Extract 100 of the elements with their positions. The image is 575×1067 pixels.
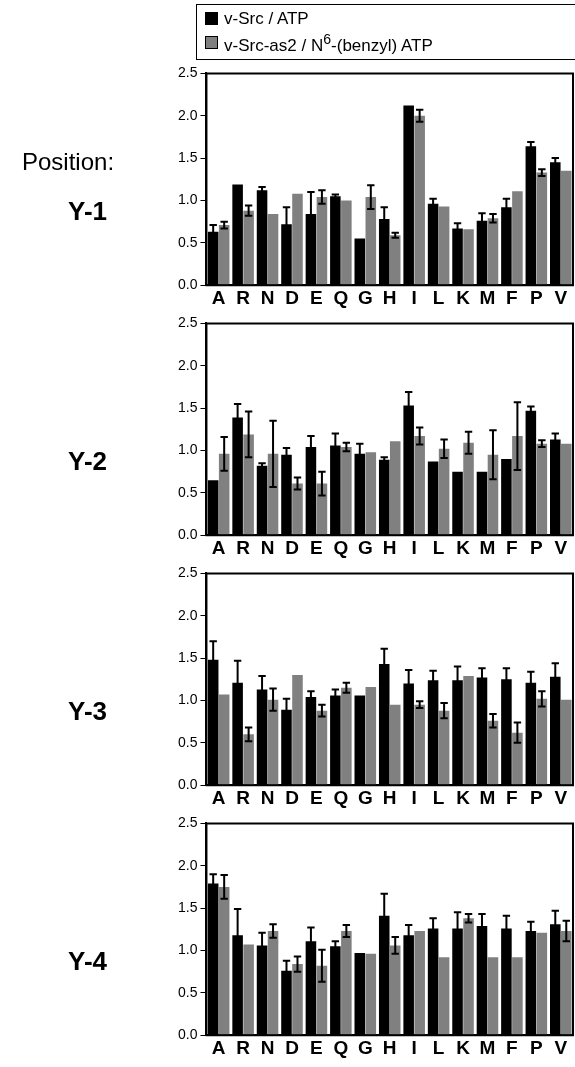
bar bbox=[365, 686, 377, 785]
x-tick-label: D bbox=[285, 536, 299, 558]
y-tick-label: 0.5 bbox=[177, 983, 198, 1000]
x-tick-label: F bbox=[506, 286, 518, 308]
y-tick-label: 0.5 bbox=[177, 483, 198, 500]
y-tick-label: 0.0 bbox=[177, 1025, 198, 1042]
y-tick-label: 2.0 bbox=[177, 606, 198, 623]
x-tick-label: H bbox=[382, 286, 397, 308]
x-tick-label: I bbox=[411, 1036, 417, 1058]
bar bbox=[463, 228, 474, 285]
bar bbox=[341, 930, 352, 1035]
text: Y-1 bbox=[67, 195, 108, 227]
x-tick-label: P bbox=[530, 786, 543, 808]
bar bbox=[561, 170, 572, 285]
x-tick-label: E bbox=[310, 1036, 323, 1058]
x-tick-label: N bbox=[260, 786, 275, 808]
bar bbox=[267, 930, 279, 1035]
x-tick-label: V bbox=[554, 786, 568, 808]
bar bbox=[218, 886, 230, 1035]
y-tick-label: 1.5 bbox=[177, 148, 198, 165]
y-tick-label: 2.5 bbox=[177, 813, 198, 830]
y-tick-label: 2.0 bbox=[177, 106, 198, 123]
x-tick-label: L bbox=[432, 786, 445, 808]
x-tick-label: Q bbox=[333, 1036, 349, 1058]
bar bbox=[243, 210, 254, 285]
bar bbox=[512, 732, 523, 785]
x-tick-label: G bbox=[357, 536, 373, 558]
x-tick-label: I bbox=[411, 536, 417, 558]
bar bbox=[438, 206, 450, 285]
x-tick-label: K bbox=[456, 1036, 471, 1058]
x-tick-label: L bbox=[432, 1036, 445, 1058]
x-tick-label: G bbox=[357, 786, 373, 808]
bar bbox=[512, 435, 523, 535]
bar bbox=[389, 234, 401, 285]
x-tick-label: E bbox=[310, 286, 323, 308]
bar bbox=[463, 442, 474, 535]
legend-label: v-Src-as2 / N$^{6}$-(benzyl) ATP bbox=[224, 30, 433, 56]
x-tick-label: D bbox=[285, 786, 299, 808]
x-tick-label: F bbox=[506, 786, 518, 808]
x-tick-label: V bbox=[554, 1036, 568, 1058]
bar bbox=[341, 200, 352, 285]
y-tick-label: 1.5 bbox=[177, 398, 198, 415]
bar bbox=[414, 930, 425, 1035]
bar bbox=[438, 710, 450, 785]
x-tick-label: A bbox=[211, 286, 226, 308]
x-tick-label: H bbox=[382, 1036, 397, 1058]
bar bbox=[267, 213, 279, 285]
bar bbox=[438, 448, 450, 535]
x-tick-label: E bbox=[310, 786, 323, 808]
bar bbox=[365, 451, 377, 535]
x-tick-label: M bbox=[479, 536, 496, 558]
bar bbox=[243, 434, 254, 535]
x-tick-label: K bbox=[456, 286, 471, 308]
bar bbox=[365, 196, 377, 285]
x-tick-label: E bbox=[310, 536, 323, 558]
bar bbox=[292, 674, 303, 785]
x-tick-label: Q bbox=[333, 536, 349, 558]
text: Y-2 bbox=[67, 445, 108, 477]
bar bbox=[218, 224, 230, 285]
y-tick-label: 0.5 bbox=[177, 733, 198, 750]
bar bbox=[292, 193, 303, 285]
bar bbox=[243, 944, 254, 1035]
text: Y-4 bbox=[67, 945, 108, 977]
bar bbox=[512, 956, 523, 1035]
x-tick-label: L bbox=[432, 286, 445, 308]
bar bbox=[341, 446, 352, 535]
y-tick-label: 1.0 bbox=[177, 441, 198, 457]
x-tick-label: G bbox=[357, 286, 373, 308]
x-tick-label: R bbox=[236, 536, 251, 558]
bar bbox=[536, 443, 548, 535]
bar bbox=[389, 440, 401, 535]
y-tick-label: 0.0 bbox=[177, 775, 198, 792]
x-tick-label: G bbox=[357, 1036, 373, 1058]
bar bbox=[536, 172, 548, 285]
x-tick-label: K bbox=[456, 536, 471, 558]
x-tick-label: H bbox=[382, 786, 397, 808]
bar bbox=[463, 917, 474, 1035]
x-tick-label: N bbox=[260, 286, 275, 308]
x-tick-label: N bbox=[260, 536, 275, 558]
y-tick-label: 1.0 bbox=[177, 191, 198, 207]
bar bbox=[316, 710, 328, 785]
x-tick-label: M bbox=[479, 786, 496, 808]
y-tick-label: 0.0 bbox=[177, 275, 198, 292]
bar bbox=[438, 956, 450, 1035]
y-tick-label: 2.5 bbox=[177, 63, 198, 80]
bar bbox=[414, 435, 425, 535]
x-tick-label: F bbox=[506, 1036, 518, 1058]
y-tick-label: 1.5 bbox=[177, 648, 198, 665]
y-tick-label: 1.5 bbox=[177, 898, 198, 915]
bar bbox=[316, 196, 328, 285]
text: Position: bbox=[22, 147, 115, 176]
bar bbox=[389, 704, 401, 785]
y-tick-label: 2.5 bbox=[177, 313, 198, 330]
bar bbox=[267, 699, 279, 785]
bar bbox=[463, 675, 474, 785]
bar bbox=[561, 699, 572, 785]
bar bbox=[414, 115, 425, 285]
x-tick-label: A bbox=[211, 786, 226, 808]
bar bbox=[561, 930, 572, 1035]
legend-label: v-Src / ATP bbox=[224, 8, 309, 29]
